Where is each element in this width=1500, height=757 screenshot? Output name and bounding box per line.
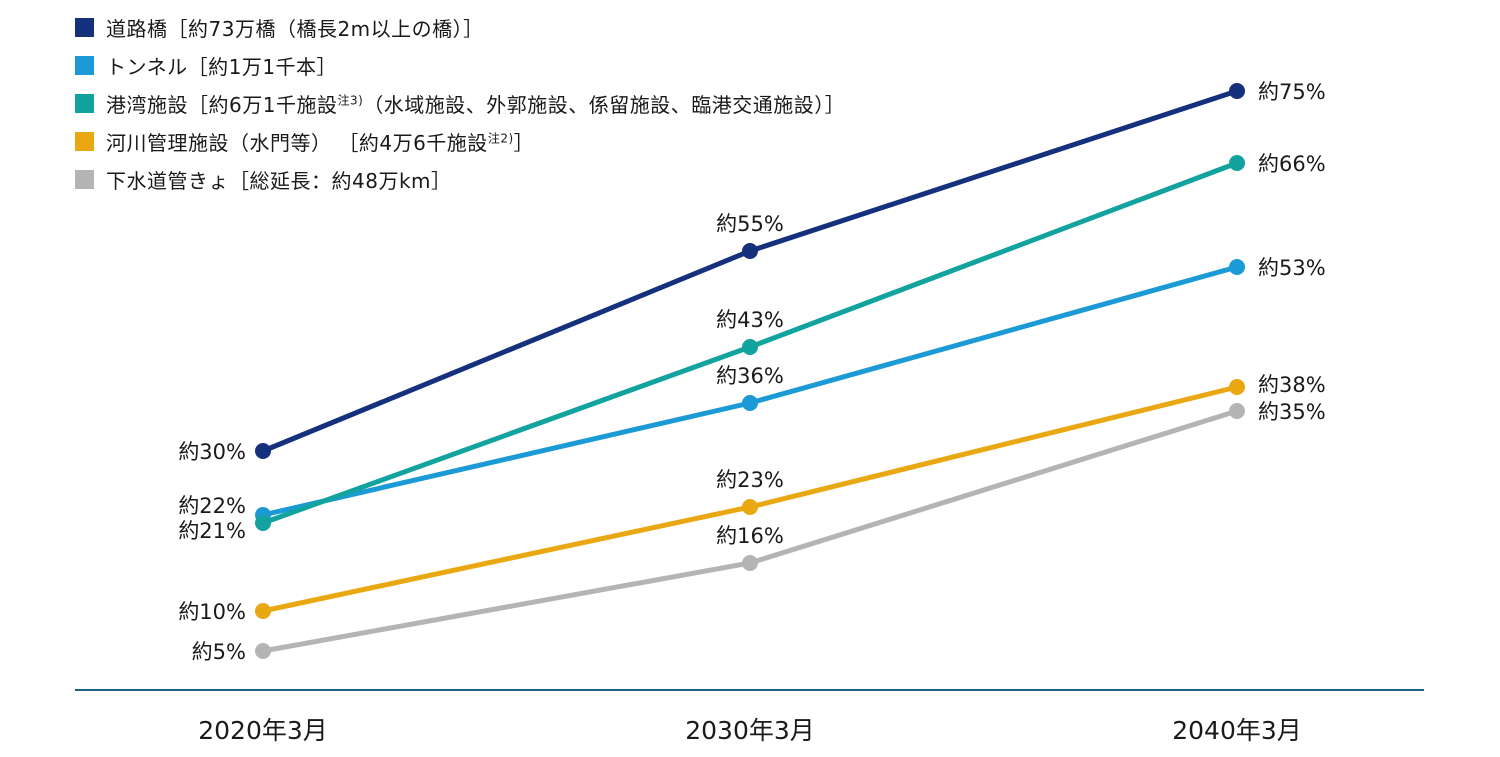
legend-label-sewer-pipes: 下水道管きょ［総延長：約48万km］	[106, 168, 452, 193]
legend-swatch-tunnels	[75, 55, 94, 75]
legend-swatch-river-management-facilities	[75, 131, 94, 151]
data-point-sewer-pipes-0	[255, 643, 271, 659]
legend-swatch-sewer-pipes	[75, 169, 94, 189]
legend: 道路橋［約73万橋（橋長2m以上の橋）］ トンネル［約1万1千本］ 港湾施設［約…	[75, 8, 845, 198]
data-point-port-facilities-2	[1229, 155, 1245, 171]
legend-item-road-bridges: 道路橋［約73万橋（橋長2m以上の橋）］	[75, 8, 845, 46]
legend-item-tunnels: トンネル［約1万1千本］	[75, 46, 845, 84]
series-line-sewer-pipes	[260, 408, 1240, 654]
data-point-river-management-facilities-2	[1229, 379, 1245, 395]
data-point-sewer-pipes-1	[742, 555, 758, 571]
data-point-tunnels-2	[1229, 259, 1245, 275]
data-point-road-bridges-2	[1229, 83, 1245, 99]
data-point-tunnels-1	[742, 395, 758, 411]
legend-item-sewer-pipes: 下水道管きょ［総延長：約48万km］	[75, 160, 845, 198]
legend-label-river-management-facilities: 河川管理施設（水門等） ［約4万6千施設注2)］	[106, 130, 535, 155]
legend-swatch-port-facilities	[75, 93, 94, 113]
legend-label-port-facilities: 港湾施設［約6万1千施設注3)（水域施設、外郭施設、係留施設、臨港交通施設）］	[106, 92, 846, 117]
legend-label-tunnels: トンネル［約1万1千本］	[106, 54, 338, 79]
data-point-road-bridges-1	[742, 243, 758, 259]
legend-swatch-road-bridges	[75, 17, 94, 37]
data-point-port-facilities-1	[742, 339, 758, 355]
data-point-road-bridges-0	[255, 443, 271, 459]
data-point-sewer-pipes-2	[1229, 403, 1245, 419]
legend-item-port-facilities: 港湾施設［約6万1千施設注3)（水域施設、外郭施設、係留施設、臨港交通施設）］	[75, 84, 845, 122]
data-point-port-facilities-0	[255, 515, 271, 531]
data-point-river-management-facilities-1	[742, 499, 758, 515]
legend-item-river-management-facilities: 河川管理施設（水門等） ［約4万6千施設注2)］	[75, 122, 845, 160]
legend-label-road-bridges: 道路橋［約73万橋（橋長2m以上の橋）］	[106, 16, 484, 41]
data-point-river-management-facilities-0	[255, 603, 271, 619]
